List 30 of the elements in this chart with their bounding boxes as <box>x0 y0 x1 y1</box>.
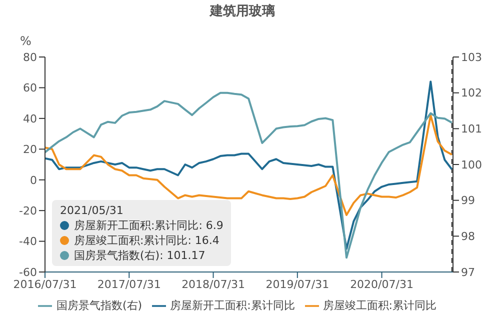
annotation: 房屋竣工面积:累计同比: 16.4 <box>74 233 220 248</box>
y-tick-label: 40 <box>23 112 37 126</box>
legend-label: 房屋竣工面积:累计同比 <box>322 299 437 312</box>
y-tick-label: 60 <box>23 82 37 95</box>
y2-tick-label: 99 <box>461 194 475 208</box>
x-tick-label: 2018/07/31 <box>182 278 245 291</box>
y-tick-label: -40 <box>19 235 37 248</box>
annotation: 国房景气指数(右): 101.17 <box>74 248 206 263</box>
y-tick-label: -60 <box>19 266 37 279</box>
y2-tick-label: 100 <box>461 158 482 172</box>
y-tick-label: 20 <box>23 143 37 156</box>
y2-tick-label: 103 <box>461 50 482 64</box>
x-tick-label: 2019/07/31 <box>266 278 330 291</box>
line-series <box>45 114 453 216</box>
annotation: 2021/05/31 <box>60 203 124 218</box>
y2-tick-label: 98 <box>461 230 475 244</box>
y2-tick-label: 102 <box>461 86 482 100</box>
legend-label: 国房景气指数(右) <box>56 299 142 312</box>
x-tick-label: 2016/07/31 <box>13 278 77 291</box>
y-tick-label: 0 <box>30 174 37 187</box>
y-axis-title: % <box>20 34 32 48</box>
x-tick-label: 2020/07/31 <box>350 278 414 291</box>
y-tick-label: 80 <box>23 50 37 64</box>
chart-title: 建筑用玻璃 <box>208 2 276 20</box>
annotation: 房屋新开工面积:累计同比: 6.9 <box>74 218 224 233</box>
y2-tick-label: 97 <box>461 266 475 279</box>
y2-tick-label: 101 <box>461 122 482 136</box>
x-tick-label: 2017/07/31 <box>97 278 161 291</box>
y-tick-label: -20 <box>19 204 37 218</box>
legend-label: 房屋新开工面积:累计同比 <box>170 299 295 312</box>
